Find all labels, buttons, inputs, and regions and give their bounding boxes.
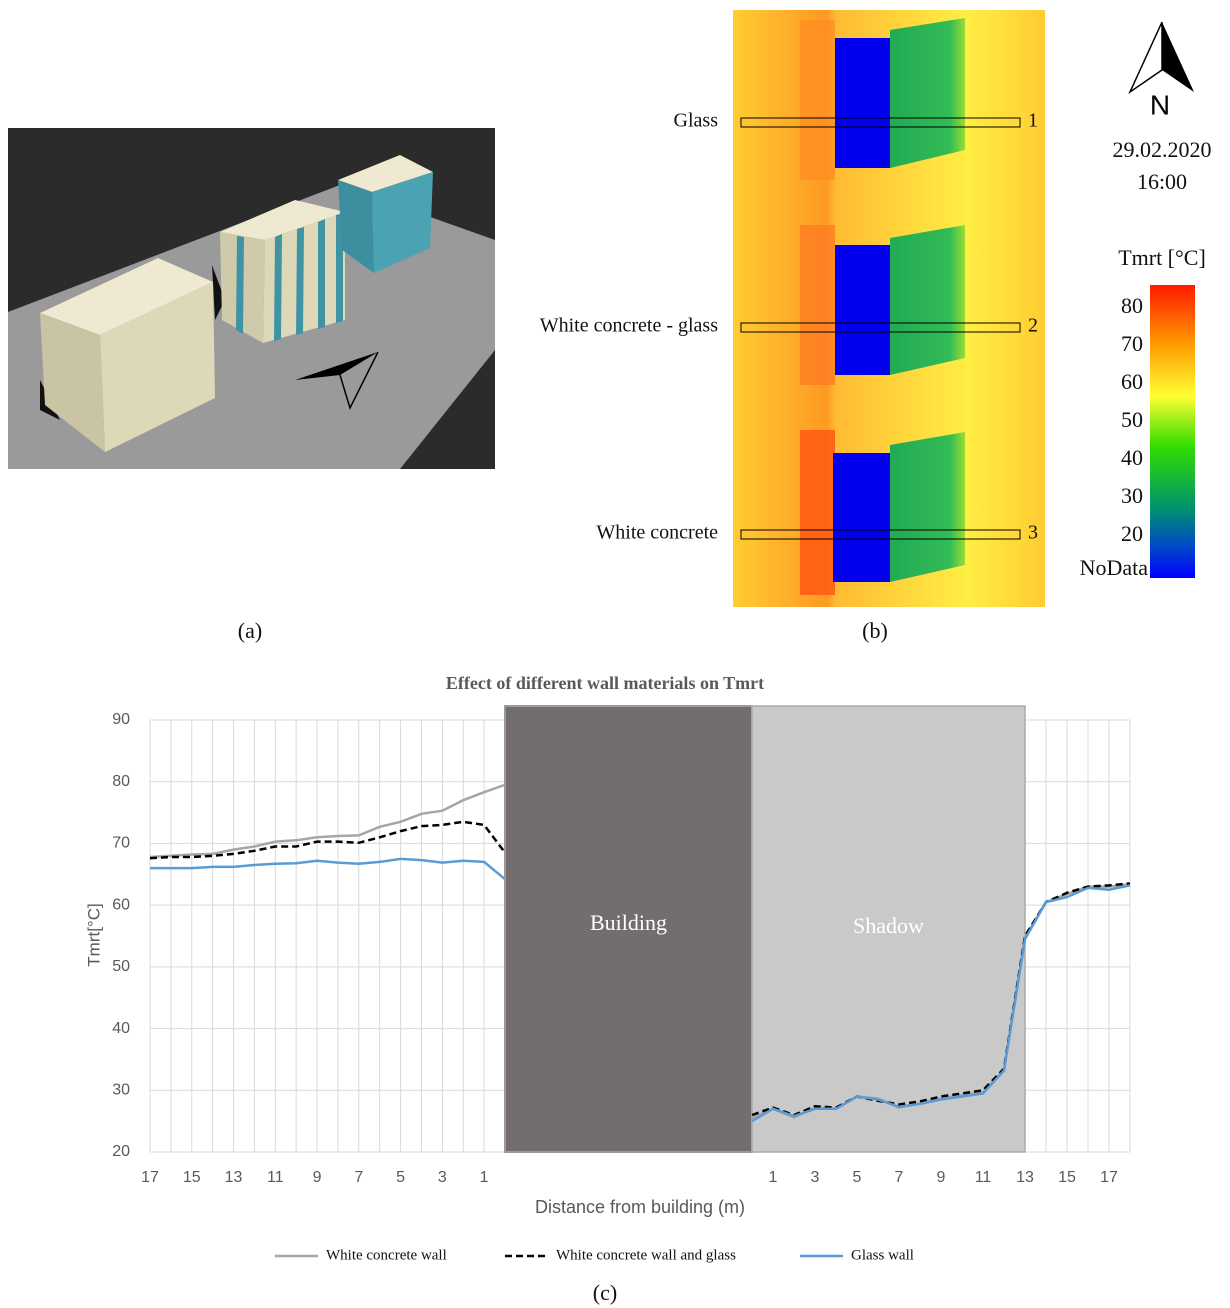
region-shadow	[751, 705, 1026, 1153]
chart-title: Effect of different wall materials on Tm…	[446, 673, 764, 693]
y-tick-label: 40	[112, 1020, 130, 1037]
panel-label: (c)	[593, 1280, 617, 1305]
x-tick-label: 15	[183, 1169, 201, 1186]
colorbar-tick-label: 40	[1121, 445, 1143, 470]
x-tick-label: 9	[937, 1169, 946, 1186]
series-line	[149, 820, 506, 860]
x-tick-label: 7	[354, 1169, 363, 1186]
series-line	[751, 882, 1131, 1117]
row-label: White concrete	[596, 522, 718, 544]
colorbar-title: Tmrt [°C]	[1118, 245, 1206, 270]
x-tick-label: 11	[975, 1169, 992, 1186]
colorbar-tick-label: 20	[1121, 521, 1143, 546]
x-tick-label: 11	[267, 1169, 284, 1186]
colorbar-tick-label: 70	[1121, 331, 1143, 356]
x-tick-label: 13	[1016, 1169, 1034, 1186]
x-tick-label: 3	[438, 1169, 447, 1186]
row-number: 1	[1028, 110, 1038, 132]
x-tick-label: 5	[853, 1169, 862, 1186]
y-tick-label: 90	[112, 711, 130, 728]
x-tick-label: 7	[895, 1169, 904, 1186]
x-tick-label: 15	[1058, 1169, 1076, 1186]
y-tick-label: 70	[112, 835, 130, 852]
time: 16:00	[1137, 169, 1187, 194]
row-label: White concrete - glass	[540, 315, 718, 337]
north-arrow	[1128, 21, 1194, 95]
region-label: Building	[590, 910, 667, 935]
colorbar	[1150, 285, 1195, 578]
x-tick-label: 1	[480, 1169, 489, 1186]
legend-label: White concrete wall and glass	[556, 1247, 736, 1263]
region-label: Shadow	[853, 913, 924, 938]
legend-label: White concrete wall	[326, 1247, 447, 1263]
y-tick-label: 20	[112, 1143, 130, 1160]
x-axis-label: Distance from building (m)	[535, 1197, 745, 1217]
colorbar-tick-label: 80	[1121, 293, 1143, 318]
x-tick-label: 9	[313, 1169, 322, 1186]
row-number: 3	[1028, 522, 1038, 544]
y-axis-label: Tmrt[°C]	[84, 903, 103, 966]
x-tick-label: 13	[225, 1169, 243, 1186]
y-tick-label: 50	[112, 958, 130, 975]
x-tick-label: 1	[769, 1169, 778, 1186]
y-tick-label: 60	[112, 896, 130, 913]
y-tick-label: 80	[112, 773, 130, 790]
colorbar-tick-label: 30	[1121, 483, 1143, 508]
x-tick-label: 17	[1100, 1169, 1118, 1186]
region-building	[504, 705, 753, 1153]
north-label: N	[1150, 89, 1170, 120]
panel-label: (a)	[238, 618, 262, 643]
x-tick-label: 5	[396, 1169, 405, 1186]
colorbar-tick-label: 50	[1121, 407, 1143, 432]
series-line	[150, 857, 506, 881]
legend-label: Glass wall	[851, 1247, 914, 1263]
x-tick-label: 17	[141, 1169, 159, 1186]
y-tick-label: 30	[112, 1082, 130, 1099]
heatmap	[733, 10, 1045, 607]
render-3d	[8, 128, 495, 469]
colorbar-tick-label: 60	[1121, 369, 1143, 394]
series-line	[751, 884, 1131, 1123]
panel-label: (b)	[862, 618, 888, 643]
date: 29.02.2020	[1113, 137, 1212, 162]
row-label: Glass	[674, 110, 719, 132]
x-tick-label: 3	[811, 1169, 820, 1186]
row-number: 2	[1028, 315, 1038, 337]
series-line	[149, 783, 506, 859]
nodata-label: NoData	[1080, 555, 1149, 580]
